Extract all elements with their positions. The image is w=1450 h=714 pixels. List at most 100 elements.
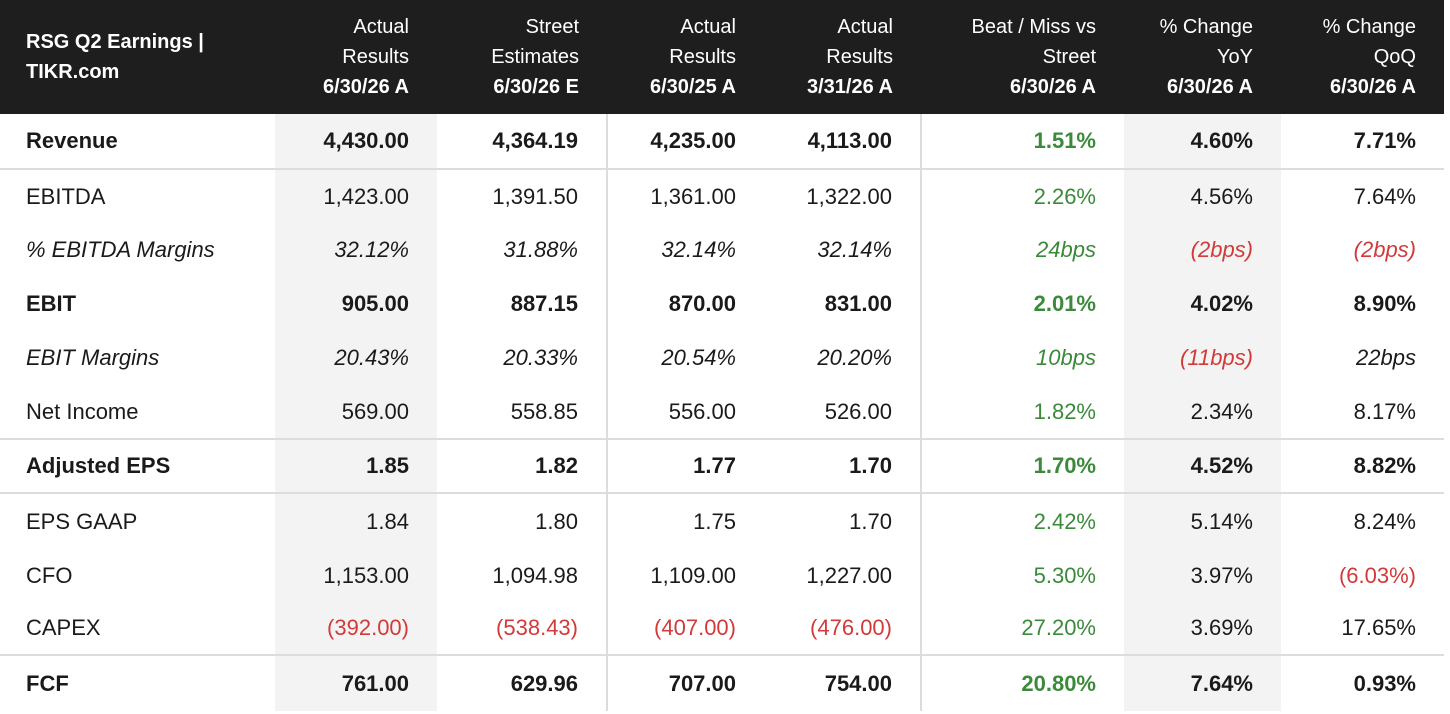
cell-beat-miss: 10bps [920,331,1124,385]
column-header-street-estimates: Street Estimates 6/30/26 E [437,0,607,114]
row-label: CFO [26,562,73,588]
cell-prior-year: 1,361.00 [606,168,764,223]
cell-prior-year: 707.00 [606,654,764,711]
column-header-date: 3/31/26 A [807,76,893,98]
row-label: FCF [0,654,275,711]
cell-prior-quarter: 1.70 [764,492,921,549]
column-header-line-2: Results [826,46,893,68]
cell-change-yoy: 4.56% [1124,168,1281,223]
column-header-line-1: Street [525,16,579,38]
cell-actual: 20.43% [275,331,437,385]
column-header-actual-q2-26: Actual Results 6/30/26 A [275,0,437,114]
cell-prior-year: 1,109.00 [606,549,764,602]
title-line-2: TIKR.com [26,61,120,83]
column-header-date: 6/30/26 A [1167,76,1253,98]
cell-actual: 4,430.00 [275,114,437,169]
row-label: EPS GAAP [0,492,275,549]
table-row-net-income: Net Income 569.00 558.85 556.00 526.00 1… [0,385,1444,439]
cell-estimate: 629.96 [437,654,607,711]
cell-change-yoy: 2.34% [1124,385,1281,439]
cell-estimate: 558.85 [510,398,578,424]
cell-change-qoq: 17.65% [1341,615,1416,640]
table-row-adjusted-eps: Adjusted EPS 1.85 1.82 1.77 1.70 1.70% 4… [0,438,1444,493]
cell-prior-quarter: 1.70 [764,438,921,493]
column-header-line-2: QoQ [1373,46,1416,68]
row-label: EBIT [26,291,77,316]
table-row-ebit-margins: EBIT Margins 20.43% 20.33% 20.54% 20.20%… [0,331,1444,385]
cell-actual: (392.00) [275,602,437,655]
cell-prior-quarter: 20.20% [817,345,892,370]
cell-prior-year: 20.54% [606,331,764,385]
cell-change-yoy: 4.52% [1124,438,1281,493]
cell-change-yoy: 3.69% [1124,602,1281,655]
column-header-line-1: Actual [353,16,409,38]
cell-change-qoq: 22bps [1356,345,1416,370]
table-header-row: RSG Q2 Earnings | TIKR.com Actual Result… [0,0,1444,114]
cell-actual: 1.85 [275,438,437,493]
cell-prior-quarter: 32.14% [817,237,892,262]
cell-estimate: 887.15 [510,291,578,316]
cell-prior-quarter: 1,322.00 [764,168,921,223]
cell-actual: 32.12% [275,223,437,277]
column-header-line-2: Results [669,46,736,68]
cell-change-qoq: 8.90% [1353,291,1416,316]
cell-beat-miss: 2.01% [920,277,1124,331]
cell-prior-quarter: 1,227.00 [806,562,892,588]
cell-change-qoq: 0.93% [1281,654,1444,711]
table-row-revenue: Revenue 4,430.00 4,364.19 4,235.00 4,113… [0,114,1444,169]
row-label: % EBITDA Margins [26,237,215,262]
cell-prior-year: 4,235.00 [606,114,764,169]
cell-estimate: 1.82 [437,438,607,493]
table-row-cfo: CFO 1,153.00 1,094.98 1,109.00 1,227.00 … [0,549,1444,602]
table-row-ebitda-margins: % EBITDA Margins 32.12% 31.88% 32.14% 32… [0,223,1444,277]
cell-estimate: 1,094.98 [492,562,578,588]
cell-change-qoq: 7.71% [1353,128,1416,153]
cell-beat-miss: 2.26% [920,168,1124,223]
cell-change-qoq: (2bps) [1353,237,1416,262]
cell-change-yoy: (11bps) [1124,331,1281,385]
cell-estimate: 20.33% [503,345,578,370]
column-header-line-2: Estimates [491,46,579,68]
cell-actual: 1,423.00 [275,168,437,223]
cell-prior-quarter: 754.00 [764,654,921,711]
column-header-line-1: Actual [680,16,736,38]
table-row-fcf: FCF 761.00 629.96 707.00 754.00 20.80% 7… [0,654,1444,711]
column-header-date: 6/30/26 A [1010,76,1096,98]
table-row-capex: CAPEX (392.00) (538.43) (407.00) (476.00… [0,602,1444,655]
cell-estimate: 4,364.19 [492,128,578,153]
cell-change-yoy: (2bps) [1124,223,1281,277]
cell-change-yoy: 4.02% [1124,277,1281,331]
column-header-line-1: % Change [1159,16,1253,38]
row-label: Adjusted EPS [0,438,275,493]
table-title: RSG Q2 Earnings | TIKR.com [0,0,275,114]
column-header-actual-q1-26: Actual Results 3/31/26 A [764,0,921,114]
cell-beat-miss: 27.20% [920,602,1124,655]
cell-prior-year: 1.75 [606,492,764,549]
cell-change-yoy: 5.14% [1124,492,1281,549]
column-header-date: 6/30/26 A [1330,76,1416,98]
column-header-date: 6/30/26 E [493,76,579,98]
cell-change-yoy: 3.97% [1124,549,1281,602]
column-header-line-1: Beat / Miss vs [971,16,1096,38]
cell-prior-quarter: 831.00 [824,291,892,316]
cell-change-yoy: 4.60% [1124,114,1281,169]
column-header-actual-q2-25: Actual Results 6/30/25 A [607,0,764,114]
cell-beat-miss: 1.82% [920,385,1124,439]
cell-actual: 905.00 [275,277,437,331]
cell-prior-quarter: 526.00 [824,398,892,424]
cell-actual: 1.84 [275,492,437,549]
column-header-change-qoq: % Change QoQ 6/30/26 A [1281,0,1444,114]
cell-estimate: 31.88% [503,237,578,262]
cell-prior-quarter: (476.00) [810,615,892,640]
cell-beat-miss: 1.70% [920,438,1124,493]
cell-prior-quarter: 4,113.00 [807,128,892,153]
column-header-change-yoy: % Change YoY 6/30/26 A [1124,0,1281,114]
cell-change-yoy: 7.64% [1124,654,1281,711]
cell-beat-miss: 1.51% [920,114,1124,169]
cell-change-qoq: 7.64% [1281,168,1444,223]
column-header-line-1: Actual [837,16,893,38]
cell-prior-year: 32.14% [606,223,764,277]
table-row-ebit: EBIT 905.00 887.15 870.00 831.00 2.01% 4… [0,277,1444,331]
